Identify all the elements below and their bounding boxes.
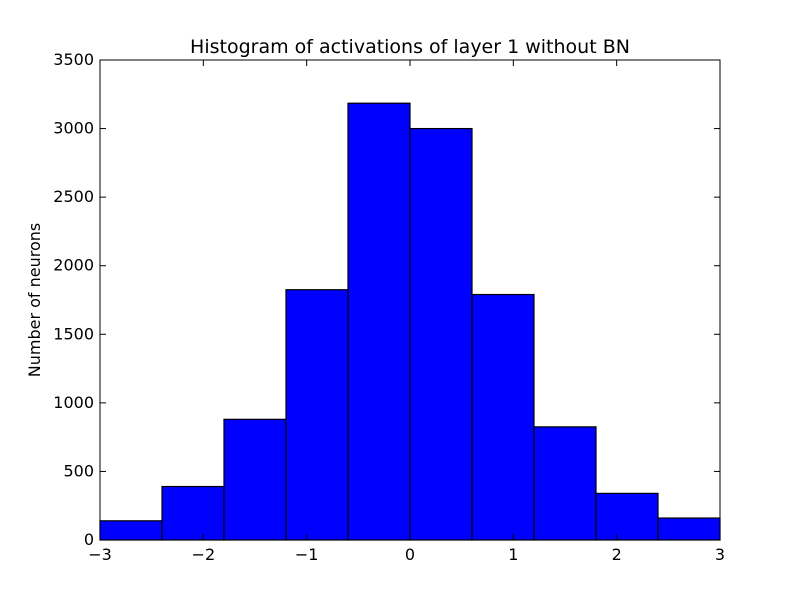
bars-group — [99, 102, 721, 541]
y-tick-label: 0 — [84, 530, 94, 549]
histogram-bar — [595, 492, 659, 541]
y-tick-label: 500 — [63, 461, 94, 480]
y-tick-label: 1000 — [53, 393, 94, 412]
y-tick-label: 2500 — [53, 187, 94, 206]
histogram-bar — [99, 520, 163, 541]
histogram-bar — [657, 517, 721, 541]
y-tick-label: 3000 — [53, 119, 94, 138]
x-tick-label: −1 — [295, 545, 319, 564]
x-tick-label: −2 — [192, 545, 216, 564]
x-tick-label: 3 — [715, 545, 725, 564]
histogram-bar — [471, 293, 535, 541]
chart-title: Histogram of activations of layer 1 with… — [190, 36, 630, 58]
histogram-bar — [223, 418, 287, 541]
histogram-bar — [161, 485, 225, 541]
plot-frame — [99, 59, 721, 541]
x-tick-label: 1 — [508, 545, 518, 564]
x-tick-label: 0 — [405, 545, 415, 564]
x-tick-label: −3 — [88, 545, 112, 564]
y-tick-label: 1500 — [53, 324, 94, 343]
x-tick-label: 2 — [612, 545, 622, 564]
ticks-group: −3 −2 −1 0 1 2 3 0 500 1000 1500 2000 2500 3000 3500 — [53, 50, 725, 564]
y-tick-label: 2000 — [53, 256, 94, 275]
histogram-bar — [347, 102, 411, 541]
y-tick-label: 3500 — [53, 50, 94, 69]
y-axis-label: Number of neurons — [25, 223, 44, 377]
histogram-bar — [533, 426, 597, 541]
histogram-bar — [285, 289, 349, 541]
histogram-bar — [409, 127, 473, 541]
